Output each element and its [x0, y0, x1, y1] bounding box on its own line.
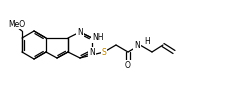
Text: MeO: MeO — [8, 19, 25, 28]
Text: H: H — [144, 36, 150, 45]
Text: N: N — [134, 41, 140, 50]
Text: O: O — [125, 60, 131, 70]
Text: N: N — [89, 48, 95, 56]
Text: NH: NH — [92, 33, 104, 42]
Text: N: N — [77, 27, 83, 36]
Text: MeO: MeO — [8, 19, 25, 28]
Text: S: S — [102, 48, 106, 56]
